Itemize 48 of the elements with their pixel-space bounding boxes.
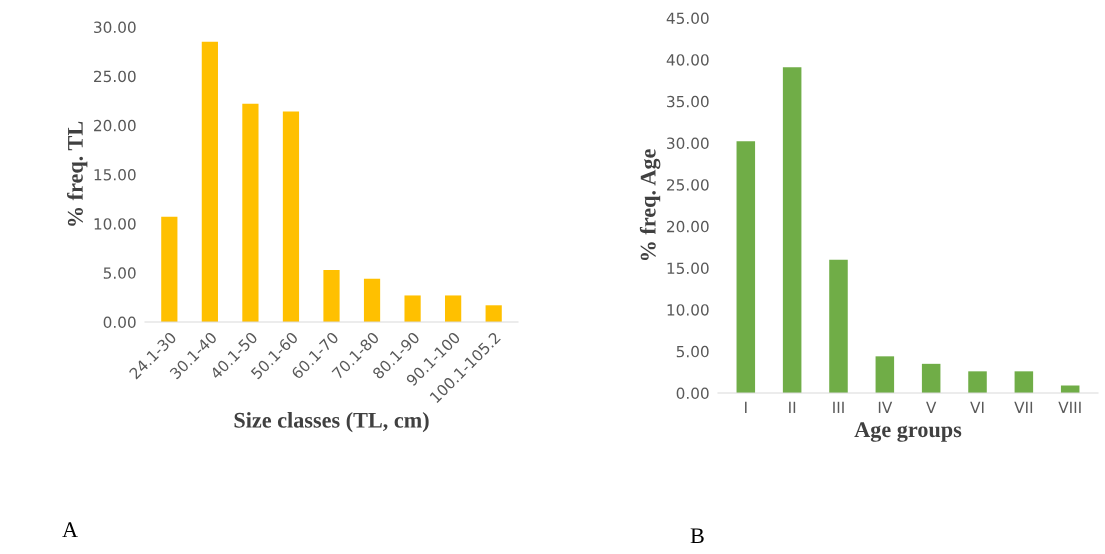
y-tick-label: 5.00 (103, 267, 136, 279)
y-tick-label: 25.00 (94, 70, 136, 83)
y-tick-label: 30.00 (94, 21, 136, 34)
bar (282, 111, 300, 322)
x-tick-label: V (926, 401, 937, 413)
y-axis-title: % freq. TL (67, 121, 88, 226)
bar (363, 278, 381, 322)
bar (968, 371, 987, 393)
bar (921, 363, 941, 393)
x-tick-label: VIII (1058, 401, 1081, 413)
y-tick-label: 20.00 (667, 220, 709, 233)
y-tick-label: 10.00 (94, 218, 136, 230)
x-axis-title: Size classes (TL, cm) (234, 412, 429, 433)
y-tick-label: 0.00 (676, 387, 709, 400)
y-tick-label: 20.00 (94, 119, 136, 132)
y-tick-label: 15.00 (667, 262, 709, 275)
bar (161, 216, 178, 322)
y-tick-label: 35.00 (667, 95, 709, 108)
bar (404, 295, 421, 322)
y-tick-label: 10.00 (667, 304, 709, 316)
text: A (62, 522, 78, 537)
bar (323, 269, 340, 322)
y-tick-label: 5.00 (676, 345, 709, 358)
bar (736, 141, 756, 393)
bar (875, 356, 895, 393)
y-tick-label: 45.00 (666, 12, 709, 25)
y-tick-label: 25.00 (667, 179, 709, 191)
y-tick-label: 30.00 (667, 137, 709, 150)
x-tick-label: VI (970, 401, 984, 413)
bar (829, 259, 848, 393)
x-tick-label: III (833, 401, 844, 413)
bar (485, 305, 502, 322)
text: B (690, 528, 704, 544)
y-tick-label: 40.00 (666, 54, 709, 66)
y-tick-label: 0.00 (103, 316, 136, 329)
bar (242, 103, 259, 322)
x-tick-label: I (745, 401, 747, 413)
bar (1014, 371, 1034, 393)
bar (201, 41, 218, 322)
bar (782, 67, 802, 393)
x-axis-title: Age groups (854, 422, 962, 442)
x-tick-label: IV (878, 401, 893, 413)
bar (445, 295, 462, 322)
bar (1060, 385, 1080, 393)
x-tick-label: II (789, 401, 796, 413)
x-tick-label: VII (1014, 401, 1033, 413)
y-axis-title: % freq. Age (639, 149, 661, 261)
y-tick-label: 15.00 (94, 168, 136, 181)
